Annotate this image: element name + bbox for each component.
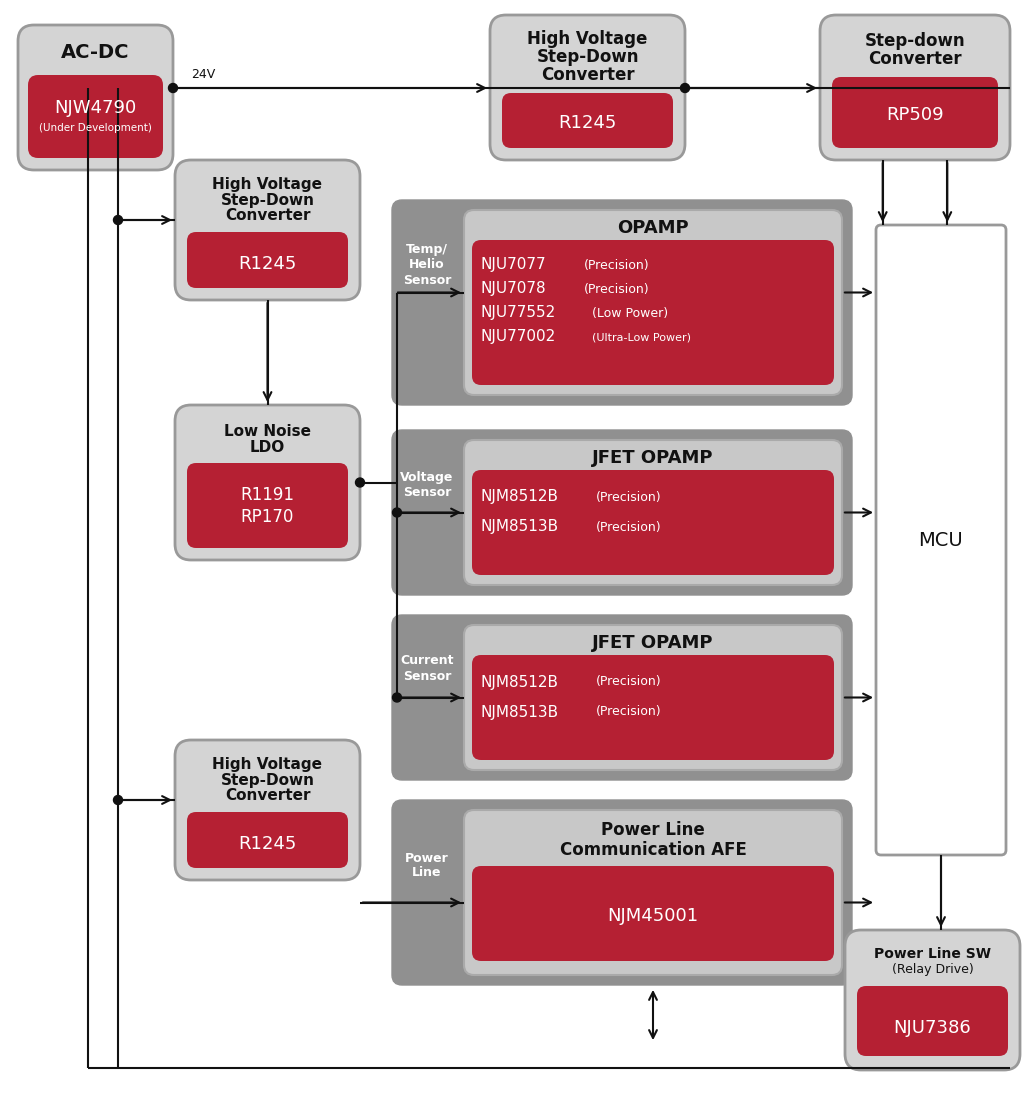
Text: Sensor: Sensor [402,274,452,287]
Text: Sensor: Sensor [402,670,452,683]
Circle shape [114,216,123,224]
Text: Voltage: Voltage [400,472,454,485]
FancyBboxPatch shape [464,625,842,770]
Text: Power Line: Power Line [601,820,705,839]
Text: 24V: 24V [191,68,215,81]
Text: NJU77002: NJU77002 [480,329,555,345]
FancyBboxPatch shape [464,810,842,975]
FancyBboxPatch shape [175,740,360,880]
Text: (Precision): (Precision) [596,675,662,688]
Text: NJM8513B: NJM8513B [480,520,558,535]
Text: NJU7386: NJU7386 [894,1019,972,1037]
Text: NJU7077: NJU7077 [480,257,546,272]
Text: Converter: Converter [224,209,310,223]
Text: Power Line SW: Power Line SW [874,947,991,961]
FancyBboxPatch shape [392,615,852,780]
Text: Converter: Converter [224,789,310,803]
Text: Step-Down: Step-Down [220,772,314,788]
Text: Communication AFE: Communication AFE [559,841,746,859]
FancyBboxPatch shape [187,812,348,868]
Text: (Low Power): (Low Power) [592,306,668,319]
Text: RP170: RP170 [241,508,294,526]
FancyBboxPatch shape [490,15,685,160]
FancyBboxPatch shape [472,240,834,385]
Text: Step-Down: Step-Down [220,193,314,208]
Text: AC-DC: AC-DC [61,44,130,62]
Text: High Voltage: High Voltage [213,756,323,771]
Text: Converter: Converter [868,50,962,68]
Circle shape [114,795,123,804]
FancyBboxPatch shape [392,430,852,595]
Text: Line: Line [413,866,441,880]
Text: Converter: Converter [541,66,634,84]
Text: NJM45001: NJM45001 [607,907,698,926]
Text: NJM8513B: NJM8513B [480,705,558,720]
Text: NJU7078: NJU7078 [480,281,546,296]
Text: (Precision): (Precision) [584,282,649,295]
FancyBboxPatch shape [187,232,348,288]
FancyBboxPatch shape [472,866,834,961]
FancyBboxPatch shape [464,210,842,395]
FancyBboxPatch shape [502,93,673,148]
Text: NJM8512B: NJM8512B [480,675,558,689]
Circle shape [169,83,177,93]
Text: OPAMP: OPAMP [617,219,689,237]
FancyBboxPatch shape [831,77,998,148]
Text: High Voltage: High Voltage [527,30,648,48]
Text: RP509: RP509 [886,106,944,124]
Text: NJU77552: NJU77552 [480,305,555,321]
Text: (Relay Drive): (Relay Drive) [892,964,974,977]
FancyBboxPatch shape [845,930,1020,1070]
FancyBboxPatch shape [175,405,360,560]
Text: JFET OPAMP: JFET OPAMP [592,635,714,652]
Text: (Precision): (Precision) [596,490,662,503]
Text: Power: Power [406,851,449,864]
Text: JFET OPAMP: JFET OPAMP [592,449,714,467]
Text: (Precision): (Precision) [584,258,649,271]
Text: (Precision): (Precision) [596,706,662,719]
FancyBboxPatch shape [175,160,360,300]
Text: NJW4790: NJW4790 [54,98,136,117]
Text: Low Noise: Low Noise [224,423,311,439]
Text: (Under Development): (Under Development) [39,123,152,133]
Text: R1191: R1191 [241,486,295,504]
Text: Sensor: Sensor [402,487,452,500]
FancyBboxPatch shape [392,200,852,405]
Text: R1245: R1245 [239,255,297,274]
FancyBboxPatch shape [28,75,163,158]
Text: Step-Down: Step-Down [537,48,639,66]
Circle shape [392,693,401,702]
Text: R1245: R1245 [558,114,616,132]
Text: R1245: R1245 [239,835,297,853]
FancyBboxPatch shape [464,440,842,585]
FancyBboxPatch shape [876,225,1006,856]
Text: Helio: Helio [410,258,444,271]
Text: (Precision): (Precision) [596,521,662,534]
Text: NJM8512B: NJM8512B [480,489,558,504]
Circle shape [681,83,689,93]
Text: MCU: MCU [919,531,964,549]
Circle shape [392,508,401,517]
FancyBboxPatch shape [187,463,348,548]
Text: Current: Current [400,654,454,667]
FancyBboxPatch shape [472,470,834,575]
FancyBboxPatch shape [820,15,1010,160]
FancyBboxPatch shape [857,986,1008,1056]
Text: LDO: LDO [250,440,285,454]
FancyBboxPatch shape [392,800,852,985]
Text: Step-down: Step-down [864,32,966,50]
Text: (Ultra-Low Power): (Ultra-Low Power) [592,331,691,342]
Text: Temp/: Temp/ [406,244,449,256]
FancyBboxPatch shape [18,25,173,170]
FancyBboxPatch shape [472,655,834,760]
Circle shape [355,478,365,487]
Text: High Voltage: High Voltage [213,176,323,191]
